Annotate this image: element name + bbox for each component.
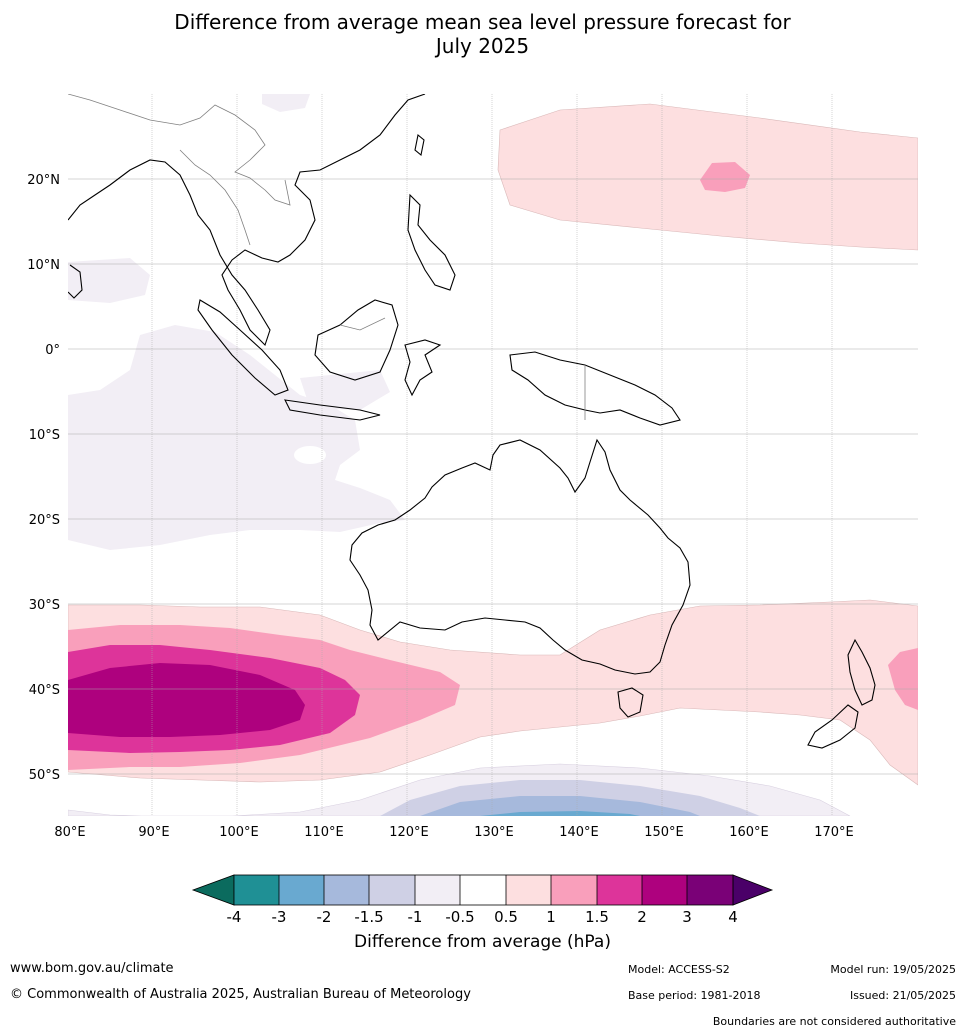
new-zealand-south-island: [807, 704, 859, 749]
colorbar-swatch: [324, 875, 369, 905]
negative-anomaly-2-15: [420, 796, 700, 816]
coastlines: [68, 94, 876, 749]
boundaries-disclaimer: Boundaries are not considered authoritat…: [712, 1015, 956, 1028]
colorbar-swatch: [551, 875, 597, 905]
model-run-date: Model run: 19/05/2025: [830, 963, 956, 976]
colorbar-tick: 4: [728, 908, 738, 926]
longitude-labels: 80°E 90°E 100°E 110°E 120°E 130°E 140°E …: [54, 825, 853, 840]
lat-label-30s: 30°S: [29, 598, 60, 613]
model-name: Model: ACCESS-S2: [628, 963, 730, 976]
latitude-labels: 20°N 10°N 0° 10°S 20°S 30°S 40°S 50°S: [27, 173, 60, 783]
no-anomaly-pocket: [294, 446, 326, 464]
colorbar-swatch: [460, 875, 506, 905]
colorbar-swatch: [597, 875, 642, 905]
lon-label-130e: 130°E: [474, 825, 514, 840]
colorbar-tick: -0.5: [445, 908, 474, 926]
lat-label-10s: 10°S: [29, 428, 60, 443]
lat-label-10n: 10°N: [27, 258, 60, 273]
gridlines: [68, 94, 918, 816]
lat-label-20n: 20°N: [27, 173, 60, 188]
colorbar-swatch: [415, 875, 460, 905]
negative-anomaly-indian-ocean: [68, 325, 405, 550]
borneo-coastline: [314, 299, 399, 381]
australia-coastline: [349, 438, 691, 675]
colorbar-below-min: [191, 874, 235, 906]
country-borders: [68, 94, 586, 420]
colorbar-above-max: [732, 874, 774, 906]
sri-lanka-coastline: [68, 264, 83, 299]
philippines-coastline: [407, 193, 456, 291]
tasmania-coastline: [617, 687, 644, 718]
colorbar-swatch: [642, 875, 687, 905]
colorbar-swatch: [506, 875, 551, 905]
lat-label-20s: 20°S: [29, 513, 60, 528]
issued-date: Issued: 21/05/2025: [849, 989, 956, 1002]
colorbar-tick: -3: [272, 908, 287, 926]
java-coastline: [284, 399, 381, 421]
lon-label-110e: 110°E: [304, 825, 344, 840]
title-line-2: July 2025: [435, 34, 530, 58]
lon-label-120e: 120°E: [389, 825, 429, 840]
colorbar-tick: 2: [637, 908, 647, 926]
negative-anomaly-northwest: [68, 258, 150, 303]
sumatra-coastline: [197, 299, 289, 396]
positive-anomaly-new-zealand-core: [888, 648, 918, 710]
colorbar: -4 -3 -2 -1.5 -1 -0.5 0.5 1 1.5 2 3 4: [191, 874, 774, 926]
positive-anomaly-north-pacific-core: [700, 162, 750, 192]
colorbar-tick: -4: [227, 908, 242, 926]
lat-label-50s: 50°S: [29, 768, 60, 783]
lon-label-90e: 90°E: [138, 825, 169, 840]
lon-label-170e: 170°E: [814, 825, 854, 840]
colorbar-swatch: [687, 875, 733, 905]
colorbar-tick: 3: [682, 908, 692, 926]
colorbar-swatch: [369, 875, 415, 905]
negative-anomaly-3-2: [480, 811, 640, 816]
colorbar-tick: 1: [546, 908, 556, 926]
asia-coastline: [68, 94, 426, 347]
colorbar-swatch: [279, 875, 324, 905]
colorbar-tick: -1: [408, 908, 423, 926]
copyright-text: © Commonwealth of Australia 2025, Austra…: [10, 987, 471, 1002]
lon-label-160e: 160°E: [729, 825, 769, 840]
map-title: Difference from average mean sea level p…: [0, 10, 965, 58]
lon-label-150e: 150°E: [644, 825, 684, 840]
base-period: Base period: 1981-2018: [628, 989, 761, 1002]
website-link[interactable]: www.bom.gov.au/climate: [10, 961, 174, 976]
positive-anomaly-2-3: [68, 663, 305, 737]
colorbar-border: [233, 874, 734, 906]
colorbar-title: Difference from average (hPa): [354, 932, 611, 952]
title-line-1: Difference from average mean sea level p…: [174, 10, 791, 34]
negative-anomaly-indonesia: [300, 370, 390, 410]
new-zealand-north-island: [847, 638, 876, 706]
lon-label-80e: 80°E: [54, 825, 85, 840]
colorbar-tick: -1.5: [354, 908, 383, 926]
sulawesi-coastline: [404, 339, 442, 397]
colorbar-swatch: [234, 875, 279, 905]
taiwan-coastline: [414, 133, 425, 157]
colorbar-tick: 0.5: [494, 908, 518, 926]
colorbar-tick: -2: [317, 908, 332, 926]
lat-label-0: 0°: [45, 343, 60, 358]
colorbar-tick: 1.5: [585, 908, 609, 926]
lat-label-40s: 40°S: [29, 683, 60, 698]
lon-label-140e: 140°E: [559, 825, 599, 840]
negative-anomaly-north: [262, 94, 310, 112]
lon-label-100e: 100°E: [219, 825, 259, 840]
